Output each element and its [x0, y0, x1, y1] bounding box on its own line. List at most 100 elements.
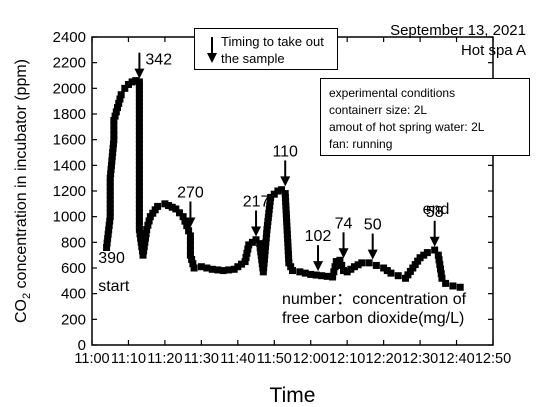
down-arrow-icon [207, 37, 217, 63]
data-point [285, 259, 293, 267]
data-point [106, 183, 114, 191]
data-point [387, 269, 395, 277]
axes: 0 200 400 600 800 1000 1200 1400 1600 1800 2000 220… [13, 29, 511, 407]
condition-water-amount: amout of hot spring water: 2L [329, 120, 485, 134]
data-point [183, 222, 191, 230]
x-tick-label: 11:50 [257, 351, 292, 367]
x-tick-label: 12:40 [438, 351, 474, 367]
data-point [135, 119, 143, 127]
data-point [420, 251, 428, 259]
data-point [115, 99, 123, 107]
data-point [111, 112, 119, 120]
y-tick-label: 400 [61, 286, 86, 303]
number-note-line-2: free carbon dioxide(mg/L) [282, 310, 465, 327]
data-point [106, 187, 114, 195]
data-point [263, 230, 271, 238]
data-point [106, 200, 114, 208]
data-point [106, 174, 114, 182]
data-point [437, 265, 445, 273]
data-point [135, 106, 143, 114]
site-label: Hot spa A [460, 42, 526, 59]
data-point [141, 234, 149, 242]
data-point [189, 260, 197, 268]
data-point [135, 170, 143, 178]
y-axis-label: CO2 concentration in incubator (ppm) [13, 59, 33, 323]
data-point [281, 190, 289, 198]
data-point [190, 264, 198, 272]
sampling-arrow-head [313, 261, 324, 272]
data-point [282, 206, 290, 214]
data-point [110, 131, 118, 139]
legend-line-1: Timing to take out [221, 34, 324, 49]
sampling-arrow-head [280, 176, 291, 187]
data-point [106, 196, 114, 204]
data-point [135, 187, 143, 195]
x-tick-label: 11:20 [147, 351, 182, 367]
data-point [139, 251, 147, 259]
data-point [442, 279, 450, 287]
data-point [186, 237, 194, 245]
data-point [283, 230, 291, 238]
data-point [154, 202, 162, 210]
data-point [135, 174, 143, 182]
chart-annotation: start [98, 278, 130, 295]
y-tick-label: 2000 [53, 80, 86, 97]
data-point [259, 268, 267, 276]
data-point [106, 217, 114, 225]
data-point [431, 246, 439, 254]
data-point [261, 247, 269, 255]
data-point [323, 272, 331, 280]
data-point [284, 251, 292, 259]
data-point [108, 157, 116, 165]
data-point [135, 183, 143, 191]
chart-labels: 390 start end [98, 201, 449, 295]
condition-fan: fan: running [329, 137, 393, 151]
data-point [456, 283, 464, 291]
data-point [186, 232, 194, 240]
data-point [260, 264, 268, 272]
data-point [287, 263, 295, 271]
data-point [110, 136, 118, 144]
data-point [266, 201, 274, 209]
data-point [106, 178, 114, 186]
sample-value-label: 342 [145, 52, 172, 69]
legend-line-2: the sample [221, 51, 285, 66]
data-point [135, 140, 143, 148]
conditions-box: experimental conditions containerr size:… [320, 78, 530, 156]
data-point [265, 205, 273, 213]
data-point [262, 234, 270, 242]
x-tick-label: 11:00 [74, 351, 109, 367]
data-point [172, 205, 180, 213]
data-point [135, 90, 143, 98]
data-point [135, 82, 143, 90]
x-tick-label: 12:20 [365, 351, 401, 367]
data-point [161, 200, 169, 208]
data-point [282, 210, 290, 218]
data-point [256, 244, 264, 252]
data-point [252, 236, 260, 244]
x-axis-label: Time [270, 384, 316, 407]
data-point [135, 153, 143, 161]
sampling-arrow-head [429, 236, 440, 247]
data-point [394, 272, 402, 280]
y-tick-label: 600 [61, 260, 86, 277]
data-point [312, 271, 320, 279]
data-point [267, 193, 275, 201]
chart-annotation: 390 [98, 250, 125, 267]
data-point [135, 123, 143, 131]
data-point [108, 153, 116, 161]
sampling-arrow-head [367, 249, 378, 260]
conditions-heading: experimental conditions [329, 86, 456, 100]
data-point [383, 267, 391, 275]
data-point [262, 242, 270, 250]
data-point [135, 213, 143, 221]
data-point [142, 230, 150, 238]
sample-value-label: 110 [272, 143, 298, 160]
data-point [107, 170, 115, 178]
data-point [263, 221, 271, 229]
y-tick-label: 2200 [53, 55, 86, 72]
data-point [234, 263, 242, 271]
data-point [284, 243, 292, 251]
data-point [264, 217, 272, 225]
